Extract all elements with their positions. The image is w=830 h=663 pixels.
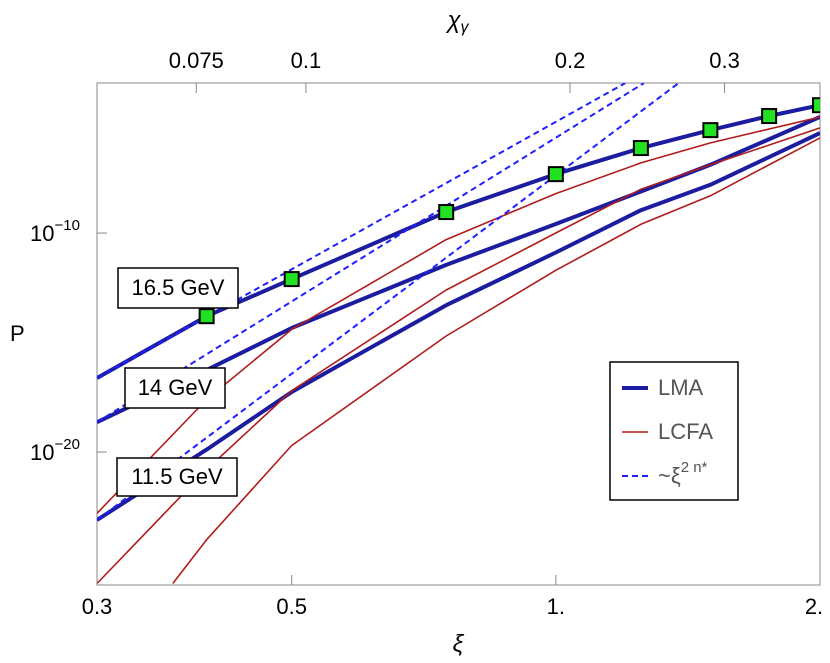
marker: [702, 122, 719, 139]
curve: [97, 83, 680, 521]
legend-label: LCFA: [658, 419, 713, 444]
marker: [632, 140, 649, 157]
y-tick-label: 10−20: [30, 436, 80, 465]
annotation: 16.5 GeV: [132, 275, 225, 300]
x2-tick-label: 0.2: [555, 48, 586, 73]
x2-tick-label: 0.3: [709, 48, 740, 73]
curve: [97, 83, 645, 424]
legend-label: LMA: [658, 375, 704, 400]
plot-frame: [96, 82, 821, 586]
x-tick-label: 0.3: [82, 594, 113, 619]
legend-label: ~ξ2 n*: [658, 459, 708, 488]
x-axis-title: ξ: [453, 630, 465, 657]
marker: [438, 204, 455, 221]
x-tick-label: 0.5: [276, 594, 307, 619]
x2-tick-label: 0.1: [291, 48, 322, 73]
annotation-box: [117, 267, 239, 309]
annotation-box: [124, 367, 226, 409]
marker: [812, 97, 820, 114]
curve: [97, 127, 820, 585]
annotation-box: [116, 457, 238, 497]
y-tick-label: 10−10: [30, 217, 80, 246]
marker: [283, 271, 300, 288]
curve: [97, 103, 820, 380]
x2-tick-label: 0.075: [169, 48, 224, 73]
legend-box: [609, 361, 739, 501]
x-tick-label: 2.: [805, 594, 823, 619]
curve: [97, 83, 626, 379]
plot-area: [97, 83, 820, 585]
annotation: 11.5 GeV: [131, 464, 223, 489]
y-axis-title: P: [10, 321, 25, 346]
marker: [547, 166, 564, 183]
marker: [198, 308, 215, 325]
x-tick-label: 1.: [547, 594, 565, 619]
marker: [761, 108, 778, 125]
curve: [97, 131, 820, 522]
annotation: 14 GeV: [138, 375, 213, 400]
x2-axis-title: χγ: [445, 7, 469, 36]
curve: [172, 137, 820, 584]
